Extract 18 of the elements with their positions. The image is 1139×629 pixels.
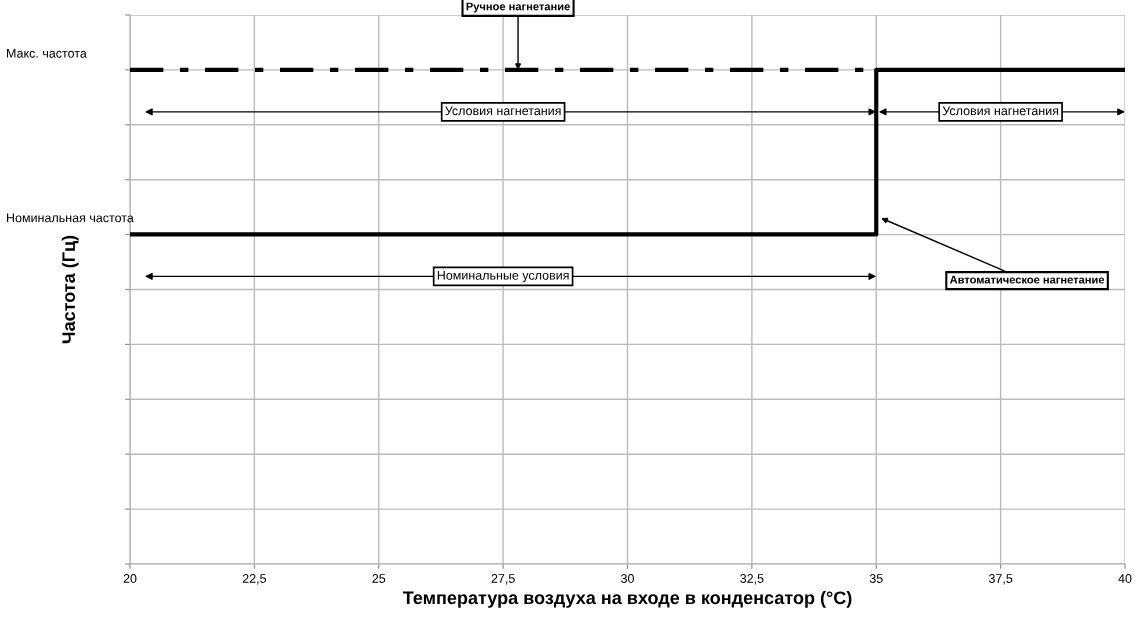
annotation: Условия нагнетания — [942, 106, 1059, 116]
text: Макс. частота — [7, 48, 87, 58]
x-tick-label: 32,5 — [740, 574, 764, 585]
x-axis-title: Температура воздуха на входе в конденсатор (°C) — [402, 590, 852, 608]
y-axis-title: Частота (Гц) — [61, 235, 79, 344]
x-tick-label: 20 — [123, 574, 137, 583]
annotation: Номинальные условия — [437, 271, 569, 283]
annotation: Условия нагнетания — [445, 106, 561, 116]
annotation: Ручное нагнетание — [466, 2, 570, 13]
x-tick-label: 25 — [372, 574, 386, 583]
x-tick-label: 37,5 — [988, 574, 1013, 585]
x-tick-label: 40 — [1118, 574, 1132, 583]
annotation: Автоматическое нагнетание — [949, 275, 1105, 284]
x-tick-label: 35 — [869, 574, 883, 583]
x-tick-label: 27,5 — [491, 574, 515, 585]
x-tick-label: 22,5 — [242, 574, 267, 585]
annotation: Номинальная частота — [7, 213, 134, 223]
x-tick-label: 30 — [621, 574, 634, 583]
